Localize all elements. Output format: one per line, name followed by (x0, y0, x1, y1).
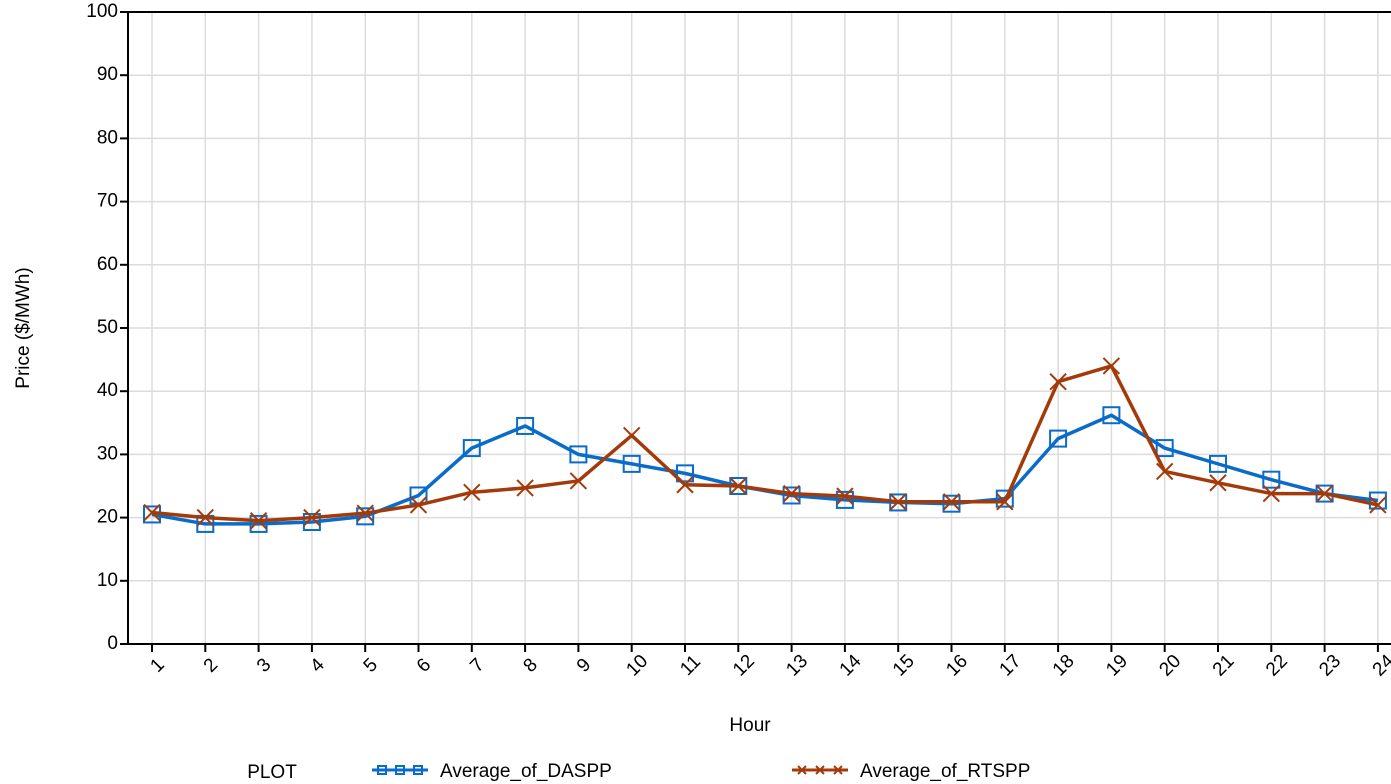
x-tick-label: 22 (1262, 651, 1292, 681)
marker (143, 503, 161, 522)
x-tick-label: 8 (520, 654, 542, 676)
marker (942, 493, 961, 511)
marker (249, 514, 268, 533)
x-tick-label: 21 (1209, 651, 1239, 681)
x-tick-label: 9 (573, 654, 595, 676)
x-tick-label: 19 (1102, 651, 1132, 681)
marker (1262, 484, 1281, 503)
x-tick-label: 4 (306, 654, 329, 677)
x-tick-label: 3 (253, 654, 275, 676)
marker (1369, 496, 1387, 514)
y-tick-label: 0 (107, 633, 118, 654)
y-tick-label: 40 (97, 380, 118, 401)
marker (676, 464, 694, 483)
marker (889, 493, 907, 511)
y-tick-label: 100 (86, 1, 118, 22)
x-tick-label: 16 (942, 651, 972, 681)
marker (1155, 462, 1174, 481)
marker (1155, 439, 1174, 458)
marker (729, 477, 748, 495)
legend-marker (413, 765, 423, 775)
marker (942, 494, 961, 513)
x-tick-label: 20 (1155, 651, 1185, 681)
marker (1049, 429, 1068, 448)
marker (356, 507, 375, 526)
x-tick-label: 5 (360, 654, 382, 676)
marker (1368, 491, 1387, 510)
x-tick-label: 1 (146, 654, 168, 676)
marker (463, 483, 481, 502)
legend-title: PLOT (247, 762, 297, 783)
y-tick-label: 10 (97, 570, 118, 591)
x-tick-label: 11 (676, 651, 705, 680)
legend-marker (797, 765, 807, 775)
marker (1262, 470, 1281, 489)
legend-marker (833, 765, 843, 775)
marker (622, 454, 641, 473)
x-tick-label: 6 (413, 654, 435, 676)
marker (1102, 406, 1121, 425)
x-tick-label: 7 (466, 654, 488, 676)
marker (1209, 474, 1227, 492)
marker (516, 416, 535, 435)
marker (782, 484, 801, 503)
marker (622, 426, 641, 445)
x-tick-label: 18 (1049, 651, 1079, 681)
marker (1102, 357, 1121, 375)
marker (302, 513, 321, 532)
x-tick-label: 24 (1369, 650, 1391, 680)
marker (249, 512, 268, 530)
marker (1315, 484, 1334, 503)
y-tick-label: 60 (97, 254, 118, 275)
marker (462, 439, 481, 458)
x-tick-label: 12 (729, 651, 759, 681)
marker (303, 508, 321, 527)
x-tick-label: 2 (200, 654, 222, 676)
legend-marker (395, 765, 405, 775)
marker (835, 490, 854, 509)
marker (569, 472, 588, 490)
marker (996, 493, 1014, 511)
x-tick-label: 14 (836, 650, 866, 680)
marker (356, 504, 374, 522)
marker (836, 487, 854, 505)
series-line (151, 413, 1379, 526)
legend-label: Average_of_RTSPP (860, 761, 1030, 782)
y-tick-label: 30 (97, 443, 118, 464)
legend-label: Average_of_DASPP (440, 761, 612, 782)
marker (196, 508, 215, 527)
x-axis-label: Hour (729, 715, 771, 736)
y-axis-label: Price ($/MWh) (13, 267, 34, 388)
legend-marker (377, 765, 387, 775)
y-tick-label: 80 (97, 127, 118, 148)
series-line (151, 364, 1379, 523)
x-tick-label: 13 (782, 651, 812, 681)
marker (1049, 373, 1067, 391)
y-tick-label: 90 (97, 64, 118, 85)
x-tick-label: 17 (996, 651, 1026, 681)
marker (995, 489, 1014, 508)
marker (516, 479, 534, 497)
legend-marker (815, 765, 825, 775)
marker (569, 445, 588, 464)
y-tick-label: 20 (97, 507, 118, 528)
marker (1209, 454, 1227, 473)
x-tick-label: 23 (1315, 651, 1345, 681)
marker (676, 476, 694, 494)
x-tick-label: 10 (622, 651, 652, 681)
x-tick-label: 15 (889, 651, 919, 681)
y-tick-label: 50 (97, 317, 118, 338)
y-tick-label: 70 (97, 191, 118, 212)
marker (409, 496, 428, 514)
